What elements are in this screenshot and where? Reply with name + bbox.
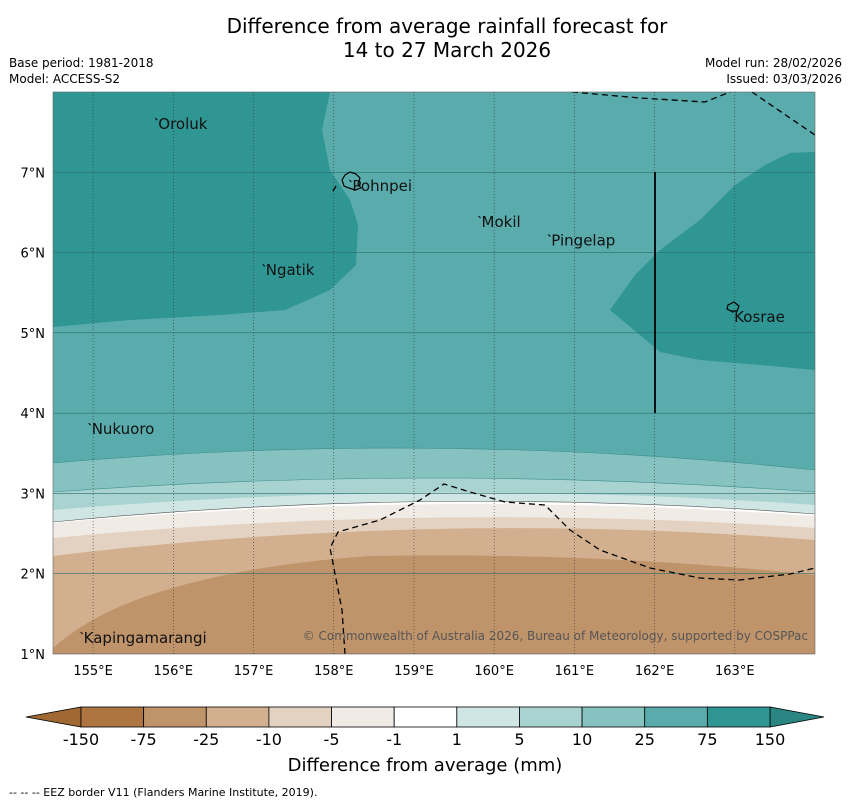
map-title: Difference from average rainfall forecas… (0, 14, 850, 62)
place-labels: Oroluk Pohnpei Mokil Pingelap Ngatik Kosrae Nu… (80, 115, 785, 647)
place-label-mokil: Mokil (482, 213, 521, 231)
base-period: Base period: 1981-2018 (9, 56, 154, 70)
lat-tick-label: 1°N (21, 648, 46, 663)
issued-date: Issued: 03/03/2026 (726, 72, 842, 86)
colorbar-segment (581, 706, 646, 728)
colorbar-tick-label: 25 (634, 730, 655, 749)
colorbar-extend-low (25, 706, 82, 728)
place-label-kosrae: Kosrae (734, 308, 785, 326)
meta-right: Model run: 28/02/2026 Issued: 03/03/2026 (705, 55, 842, 87)
latitude-axis: 1°N 2°N 3°N 4°N 5°N 6°N 7°N (21, 166, 46, 663)
colorbar-segment (519, 706, 583, 728)
place-marker (88, 422, 92, 426)
lon-tick-label: 163°E (715, 664, 755, 679)
place-label-pingelap: Pingelap (551, 232, 615, 250)
lon-tick-label: 158°E (314, 664, 354, 679)
colorbar-segment (644, 706, 708, 728)
title-line-2: 14 to 27 March 2026 (342, 38, 552, 62)
colorbar-tick-label: 1 (451, 730, 462, 749)
colorbar-segment (268, 706, 332, 728)
lon-tick-label: 155°E (73, 664, 113, 679)
place-marker (349, 179, 352, 183)
band-75-150-east (610, 152, 815, 370)
contour-line (53, 447, 815, 471)
contour-line (53, 477, 815, 493)
colorbar-tick-label: 75 (697, 730, 718, 749)
lat-tick-label: 2°N (21, 568, 46, 583)
place-marker (154, 117, 158, 121)
colorbar-tick-label: -150 (62, 730, 100, 749)
copyright-text: © Commonwealth of Australia 2026, Bureau… (303, 629, 808, 643)
kosrae-island-outline (726, 301, 740, 312)
place-label-ngatik: Ngatik (266, 261, 315, 279)
lat-tick-label: 6°N (21, 247, 46, 262)
colorbar-segment (205, 706, 270, 728)
colorbar (25, 706, 825, 728)
place-marker (478, 215, 481, 219)
contour-line (53, 500, 815, 523)
place-marker (730, 310, 734, 314)
eez-border-northeast (751, 92, 815, 136)
lat-tick-label: 5°N (21, 327, 46, 342)
meta-left: Base period: 1981-2018 Model: ACCESS-S2 (9, 55, 154, 87)
place-marker (80, 631, 84, 635)
colorbar-segment (331, 706, 395, 728)
place-label-kapingamarangi: Kapingamarangi (84, 629, 207, 647)
place-label-pohnpei: Pohnpei (352, 177, 412, 195)
lon-tick-label: 157°E (234, 664, 274, 679)
eez-border-pohnpei (332, 185, 337, 192)
place-marker (262, 263, 266, 267)
longitude-axis: 155°E 156°E 157°E 158°E 159°E 160°E 161°E 162°E… (73, 664, 754, 679)
colorbar-tick-label: 10 (571, 730, 593, 749)
lon-tick-label: 156°E (154, 664, 194, 679)
colorbar-tick-label: -1 (386, 730, 403, 749)
place-marker (547, 234, 551, 237)
colorbar-segment (143, 706, 207, 728)
colorbar-tick-label: -25 (193, 730, 220, 749)
model-run: Model run: 28/02/2026 (704, 56, 842, 70)
pohnpei-island-outline (341, 171, 362, 191)
colorbar-segment (393, 706, 458, 728)
place-label-nukuoro: Nukuoro (92, 420, 155, 438)
graticule (53, 92, 815, 654)
lon-tick-label: 162°E (635, 664, 675, 679)
colorbar-tick-label: 5 (514, 730, 525, 749)
lon-tick-label: 160°E (474, 664, 514, 679)
lat-tick-label: 3°N (21, 487, 46, 502)
map-frame (52, 91, 816, 655)
eez-border-south (329, 483, 815, 654)
lat-tick-label: 7°N (21, 166, 46, 181)
model-name: Model: ACCESS-S2 (9, 72, 121, 86)
eez-border-north (571, 92, 732, 103)
eez-borders (329, 92, 815, 654)
colorbar-segment (456, 706, 520, 728)
title-line-1: Difference from average rainfall forecas… (226, 14, 668, 38)
band-m75-m25 (53, 555, 815, 654)
colorbar-tick-label: -75 (130, 730, 157, 749)
colorbar-tick-label: -10 (255, 730, 282, 749)
colorbar-segment (80, 706, 145, 728)
lat-tick-label: 4°N (21, 407, 46, 422)
contour-layer: Oroluk Pohnpei Mokil Pingelap Ngatik Kosrae Nu… (53, 92, 815, 654)
lon-tick-label: 161°E (555, 664, 595, 679)
colorbar-tick-label: 150 (754, 730, 786, 749)
lon-tick-label: 159°E (394, 664, 434, 679)
colorbar-title: Difference from average (mm) (287, 755, 563, 776)
colorbar-extend-high (769, 706, 825, 728)
band-75-150-northwest (53, 92, 358, 327)
colorbar-segment (706, 706, 771, 728)
colorbar-tick-label: -5 (323, 730, 340, 749)
place-label-oroluk: Oroluk (158, 115, 207, 133)
eez-legend-note: -- -- -- EEZ border V11 (Flanders Marine… (9, 786, 318, 799)
